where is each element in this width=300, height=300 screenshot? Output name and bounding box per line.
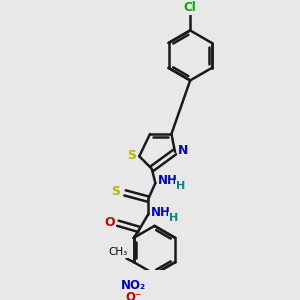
Text: H: H: [169, 213, 178, 223]
Text: NH: NH: [158, 174, 178, 187]
Text: O⁻: O⁻: [126, 291, 142, 300]
Text: NH: NH: [151, 206, 171, 219]
Text: CH₃: CH₃: [108, 247, 127, 257]
Text: N: N: [178, 144, 188, 158]
Text: O: O: [104, 216, 115, 229]
Text: Cl: Cl: [184, 1, 197, 14]
Text: H: H: [176, 181, 185, 191]
Text: S: S: [112, 184, 121, 198]
Text: NO₂: NO₂: [122, 279, 146, 292]
Text: S: S: [127, 149, 136, 162]
